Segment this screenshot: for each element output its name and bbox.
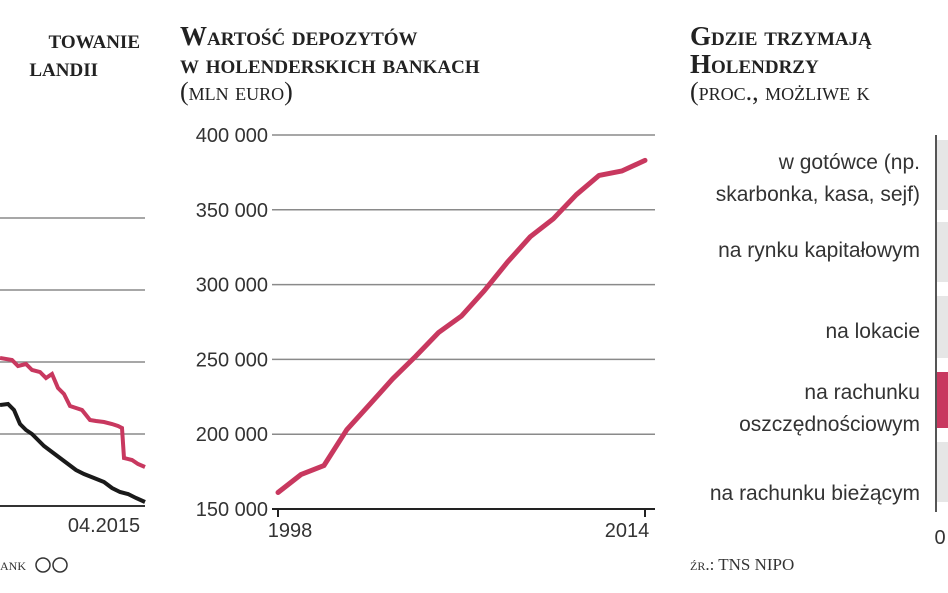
chart-title: Wartość depozytów xyxy=(180,21,418,51)
chart-title: towanie xyxy=(48,24,140,54)
line xyxy=(0,401,146,504)
chart-title: w holenderskich bankach xyxy=(180,49,480,79)
line xyxy=(275,157,648,495)
y-tick-label: 350 000 xyxy=(196,200,268,222)
chart-title: Holendrzy xyxy=(690,49,819,79)
x-tick-label: 0 xyxy=(934,527,945,549)
x-tick-label: 04.2015 xyxy=(68,515,140,537)
y-tick-label: 250 000 xyxy=(196,349,268,371)
source: źr.: TNS NIPO xyxy=(690,555,794,574)
chart-subtitle: (proc., możliwe k xyxy=(690,77,870,106)
y-tick-label: 400 000 xyxy=(196,125,268,147)
category-label: na rynku kapitałowym xyxy=(718,239,920,262)
category-label: oszczędnościowym xyxy=(739,413,920,436)
x-tick-label: 1998 xyxy=(268,520,313,542)
logo xyxy=(35,557,51,573)
category-label: na rachunku bieżącym xyxy=(710,482,920,505)
y-tick-label: 150 000 xyxy=(196,499,268,521)
chart-title: landii xyxy=(29,52,98,82)
category-label: w gotówce (np. xyxy=(778,151,920,174)
logo xyxy=(52,557,68,573)
chart-title: Gdzie trzymają xyxy=(690,21,872,51)
bar-background xyxy=(937,140,948,210)
bar-background xyxy=(937,442,948,502)
line xyxy=(0,356,146,469)
bar xyxy=(937,372,948,428)
y-tick-label: 200 000 xyxy=(196,424,268,446)
bar-background xyxy=(937,296,948,358)
category-label: na lokacie xyxy=(825,320,920,343)
x-tick-label: 2014 xyxy=(605,520,650,542)
middle-panel: Wartość depozytów w holenderskich bankac… xyxy=(180,21,655,542)
category-label: skarbonka, kasa, sejf) xyxy=(716,183,920,206)
bar-background xyxy=(937,222,948,282)
y-tick-label: 300 000 xyxy=(196,275,268,297)
source: ank xyxy=(0,555,26,574)
right-panel: Gdzie trzymają Holendrzy (proc., możliwe… xyxy=(690,21,948,574)
category-label: na rachunku xyxy=(804,381,920,404)
left-panel: towanie landii 04.2015 ank xyxy=(0,24,146,574)
chart-subtitle: (mln euro) xyxy=(180,77,293,106)
